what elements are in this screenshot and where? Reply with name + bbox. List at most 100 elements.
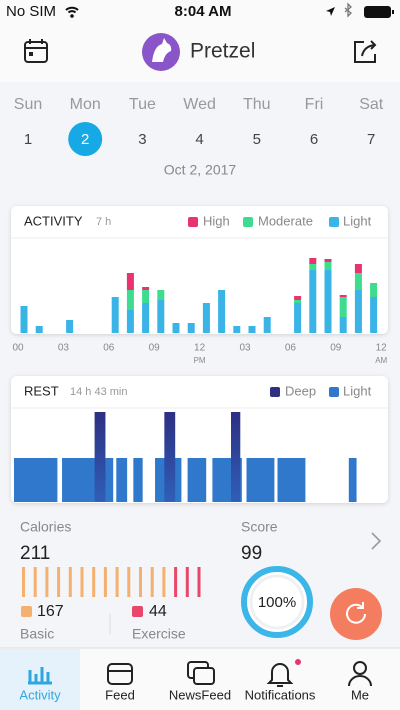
weekday: Thu — [243, 96, 271, 113]
score-ring — [241, 566, 313, 638]
active-tab-bg — [0, 649, 80, 710]
calorie-stripe — [139, 567, 142, 597]
tab-label[interactable]: Me — [351, 687, 369, 702]
day-number[interactable]: 4 — [195, 131, 203, 148]
legend-label: Light — [343, 213, 372, 228]
x-tick-label: 03 — [58, 343, 70, 354]
wifi-dot — [70, 14, 74, 18]
day-number[interactable]: 5 — [253, 131, 261, 148]
calorie-stripe — [45, 567, 49, 597]
x-tick-label: 12 — [376, 343, 388, 354]
activity-bar — [294, 303, 302, 333]
activity-bar — [66, 320, 74, 333]
calories-label: Calories — [20, 519, 71, 535]
activity-bar — [354, 290, 362, 333]
refresh-button[interactable] — [330, 588, 382, 640]
activity-bar — [370, 283, 378, 297]
light-sleep-bar — [246, 458, 275, 502]
light-sleep-bar — [277, 458, 306, 502]
weekday: Sat — [359, 96, 384, 113]
light-sleep-bar — [187, 458, 207, 502]
activity-bar — [339, 295, 347, 297]
day-number[interactable]: 1 — [24, 131, 32, 148]
score-chevron[interactable] — [371, 532, 382, 550]
activity-bar — [157, 300, 165, 333]
calorie-stripe — [150, 567, 154, 597]
score-ring-text: 100% — [258, 594, 296, 611]
activity-bar — [324, 270, 332, 333]
day-number[interactable]: 3 — [138, 131, 146, 148]
activity-bar — [339, 297, 347, 317]
activity-bar — [202, 303, 210, 333]
calorie-stripe — [22, 567, 25, 597]
calorie-stripe — [162, 567, 166, 597]
calendar-button[interactable] — [24, 39, 48, 63]
weekday: Mon — [70, 96, 101, 113]
wifi-icon — [65, 6, 79, 14]
tab-label[interactable]: Notifications — [245, 687, 316, 702]
activity-bar — [111, 297, 119, 333]
activity-bar — [172, 323, 180, 333]
exercise-swatch — [132, 606, 143, 617]
share-button[interactable] — [354, 40, 377, 63]
activity-bar — [142, 287, 150, 290]
weekday: Sun — [14, 96, 42, 113]
legend-swatch — [188, 217, 198, 227]
day-number[interactable]: 2 — [81, 131, 89, 148]
tab-label[interactable]: NewsFeed — [169, 687, 231, 702]
activity-bar — [126, 273, 134, 290]
calorie-stripe — [174, 567, 178, 597]
calorie-stripe — [103, 567, 107, 597]
tab-label[interactable]: Feed — [105, 687, 135, 702]
activity-bar — [20, 306, 28, 333]
activity-bar — [294, 300, 302, 303]
score-value: 99 — [241, 543, 262, 564]
activity-bar — [309, 270, 317, 333]
light-sleep-bar — [348, 458, 357, 502]
x-tick-label: 09 — [330, 343, 342, 354]
legend-label: High — [203, 213, 230, 228]
activity-bar — [187, 323, 195, 333]
x-tick-label: 00 — [12, 343, 24, 354]
activity-bar — [142, 290, 150, 303]
day-number[interactable]: 6 — [310, 131, 318, 148]
legend-swatch — [270, 387, 280, 397]
x-tick-label: 03 — [239, 343, 251, 354]
light-sleep-bar — [14, 458, 58, 502]
activity-bar — [142, 303, 150, 333]
weekday: Tue — [129, 96, 156, 113]
activity-bar — [324, 262, 332, 270]
activity-bar — [126, 310, 134, 333]
activity-bar — [370, 297, 378, 333]
deep-sleep-bar — [94, 412, 106, 502]
battery-tip — [392, 10, 394, 14]
legend-label: Deep — [285, 383, 316, 398]
calorie-stripe — [80, 567, 84, 597]
battery — [364, 6, 391, 18]
activity-title: ACTIVITY — [24, 213, 83, 228]
activity-bar — [324, 259, 332, 262]
avatar-pet — [152, 38, 172, 62]
selected-date: Oct 2, 2017 — [164, 162, 237, 178]
exercise-label: Exercise — [132, 626, 186, 642]
activity-bar — [248, 326, 256, 333]
day-number[interactable]: 7 — [367, 131, 375, 148]
refresh-icon — [346, 602, 366, 624]
x-tick-label: 12 — [194, 343, 206, 354]
deep-sleep-bar — [164, 412, 176, 502]
x-tick-sublabel: AM — [375, 356, 387, 365]
x-tick-label: 06 — [285, 343, 297, 354]
activity-bar — [354, 264, 362, 273]
activity-bar — [354, 273, 362, 290]
location-icon — [326, 7, 335, 16]
legend-label: Light — [343, 383, 372, 398]
activity-bar — [35, 326, 43, 333]
activity-bar — [218, 290, 226, 333]
activity-bar — [309, 258, 317, 264]
rest-title: REST — [24, 383, 59, 398]
score-label: Score — [241, 519, 278, 535]
tab-label[interactable]: Activity — [19, 687, 61, 702]
activity-bar — [294, 296, 302, 300]
calorie-stripe — [57, 567, 61, 597]
